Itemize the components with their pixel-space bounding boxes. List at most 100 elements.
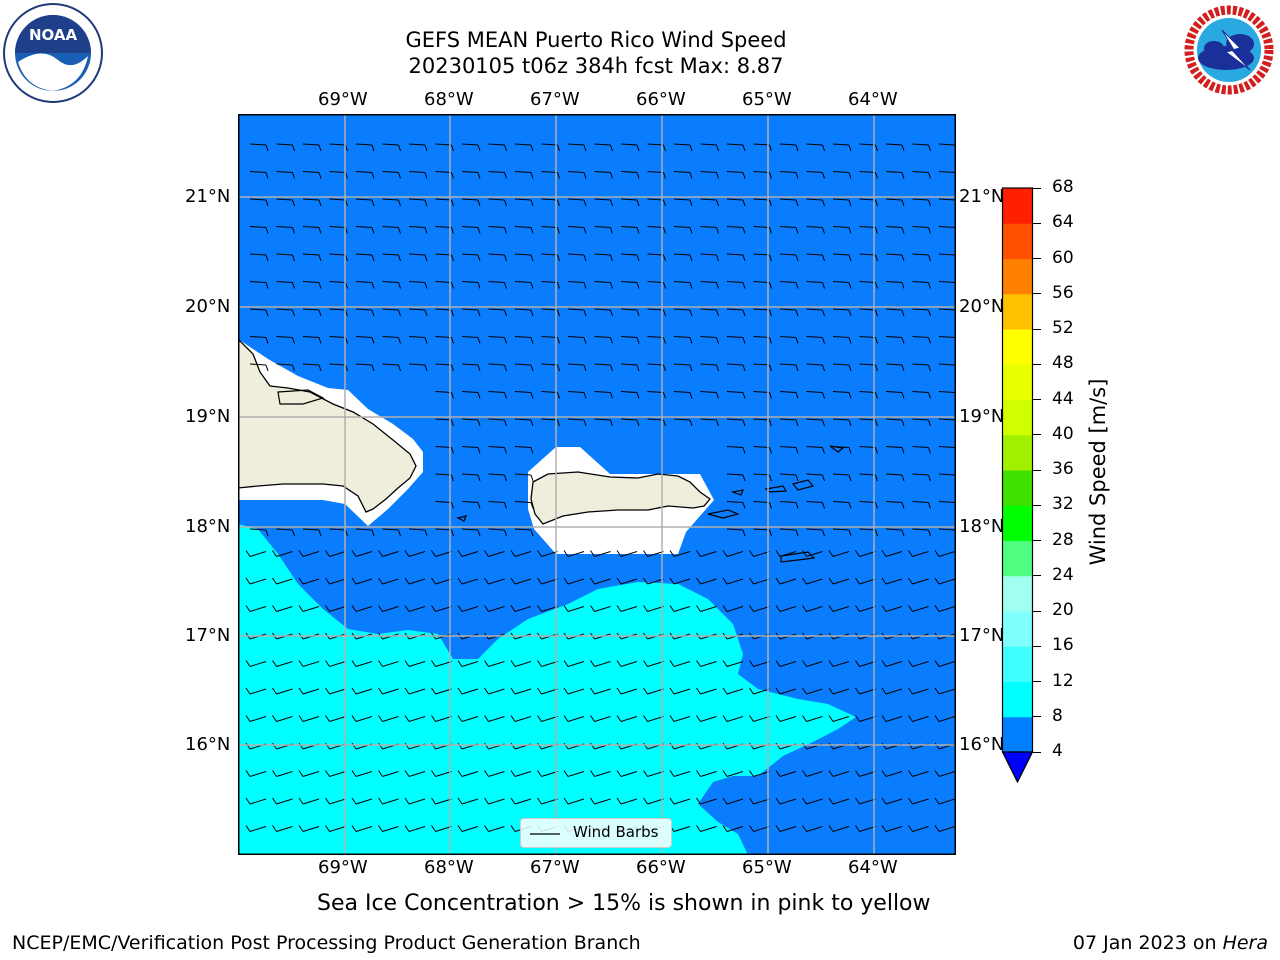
wind-barb bbox=[673, 363, 693, 372]
wind-barb bbox=[484, 605, 505, 612]
wind-barb bbox=[912, 143, 931, 152]
wind-barb bbox=[859, 336, 878, 344]
wind-barb bbox=[457, 797, 479, 805]
wind-barb bbox=[806, 391, 825, 399]
wind-barb bbox=[912, 418, 931, 427]
wind-barb bbox=[881, 550, 903, 557]
wind-barb bbox=[779, 281, 799, 289]
wind-barb bbox=[510, 715, 532, 722]
wind-barb bbox=[461, 171, 481, 179]
wind-barb bbox=[828, 550, 850, 557]
wind-barb bbox=[673, 171, 693, 179]
wind-barb bbox=[832, 501, 852, 509]
colorbar-tick-label: 56 bbox=[1052, 282, 1074, 303]
wind-barb bbox=[298, 715, 320, 722]
wind-barb bbox=[457, 687, 479, 695]
wind-barb bbox=[881, 577, 903, 585]
wind-barb bbox=[461, 501, 481, 509]
wind-barb bbox=[325, 825, 346, 832]
wind-barb bbox=[643, 797, 664, 805]
wind-barb bbox=[726, 253, 746, 262]
wind-barb bbox=[541, 253, 560, 262]
wind-barb bbox=[302, 308, 322, 317]
wind-barb bbox=[832, 528, 852, 537]
wind-barb bbox=[537, 770, 558, 777]
wind-barb bbox=[647, 308, 666, 317]
wind-barb bbox=[938, 391, 955, 395]
wind-barb bbox=[382, 171, 401, 179]
wind-barb bbox=[828, 687, 850, 695]
wind-barb bbox=[355, 198, 375, 207]
wind-barb bbox=[885, 143, 905, 152]
wind-barb bbox=[351, 715, 373, 722]
wind-barb bbox=[881, 825, 903, 832]
wind-barb bbox=[938, 336, 955, 340]
wind-barb bbox=[885, 281, 905, 289]
wind-barb bbox=[802, 687, 823, 695]
wind-barb bbox=[912, 281, 931, 289]
wind-barb bbox=[435, 308, 454, 317]
wind-barb bbox=[408, 336, 428, 344]
wind-barb bbox=[620, 226, 640, 234]
wind-barb bbox=[779, 473, 799, 482]
wind-barb bbox=[912, 363, 931, 372]
wind-barb bbox=[912, 446, 931, 454]
wind-barb bbox=[832, 198, 852, 207]
wind-barb bbox=[325, 715, 346, 722]
wind-barb bbox=[245, 825, 267, 832]
wind-barb bbox=[514, 253, 534, 262]
wind-barb bbox=[620, 281, 640, 289]
wind-barb bbox=[859, 501, 878, 509]
wind-barb bbox=[514, 336, 534, 344]
wind-barb bbox=[934, 605, 955, 612]
wind-barb bbox=[249, 281, 269, 289]
wind-barb bbox=[435, 336, 454, 344]
wind-barb bbox=[329, 281, 348, 289]
samana-coast bbox=[277, 389, 325, 405]
wind-barb bbox=[567, 391, 587, 399]
wind-barb bbox=[696, 660, 717, 667]
wind-barb bbox=[934, 825, 955, 832]
wind-barb bbox=[382, 336, 401, 344]
wind-barb bbox=[749, 715, 770, 722]
wind-barb bbox=[802, 577, 823, 585]
wind-barb bbox=[541, 363, 560, 372]
wind-barb bbox=[435, 363, 454, 372]
wind-barb bbox=[329, 336, 348, 344]
lat-label-right-18n: 18°N bbox=[959, 516, 1005, 537]
wind-barb bbox=[779, 446, 799, 454]
wind-barb bbox=[620, 143, 640, 152]
wind-barb bbox=[616, 715, 638, 722]
wind-barb bbox=[859, 281, 878, 289]
colorbar-tick-label: 8 bbox=[1052, 705, 1063, 726]
wind-barb bbox=[696, 715, 717, 722]
wind-barb bbox=[616, 770, 638, 777]
wind-barb bbox=[514, 308, 534, 317]
wind-barb bbox=[245, 550, 267, 557]
wind-barb bbox=[382, 528, 401, 537]
wind-barb bbox=[753, 391, 772, 399]
colorbar-segment bbox=[1002, 223, 1033, 259]
colorbar-segment bbox=[1002, 646, 1033, 682]
wind-barb bbox=[355, 143, 375, 152]
colorbar-segment bbox=[1002, 505, 1033, 541]
wind-barb bbox=[488, 336, 507, 344]
wind-barb bbox=[753, 528, 772, 537]
wind-barb bbox=[779, 418, 799, 427]
wind-barb bbox=[647, 143, 666, 152]
wind-barb bbox=[510, 687, 532, 695]
lon-label-bottom-65w: 65°W bbox=[742, 857, 792, 878]
wind-barb bbox=[885, 363, 905, 372]
wind-barb bbox=[881, 715, 903, 722]
colorbar-segment bbox=[1002, 293, 1033, 330]
lon-label-bottom-67w: 67°W bbox=[530, 857, 580, 878]
wind-barb bbox=[355, 308, 375, 317]
wind-barb bbox=[298, 825, 320, 832]
wind-barb bbox=[616, 797, 638, 805]
wind-barb bbox=[779, 528, 799, 537]
wind-barb bbox=[908, 797, 929, 805]
wind-barb bbox=[908, 550, 929, 557]
footer-host: Hera bbox=[1222, 932, 1268, 954]
chart-subtitle: 20230105 t06z 384h fcst Max: 8.87 bbox=[408, 54, 784, 78]
wind-barb-legend-icon bbox=[530, 833, 560, 835]
